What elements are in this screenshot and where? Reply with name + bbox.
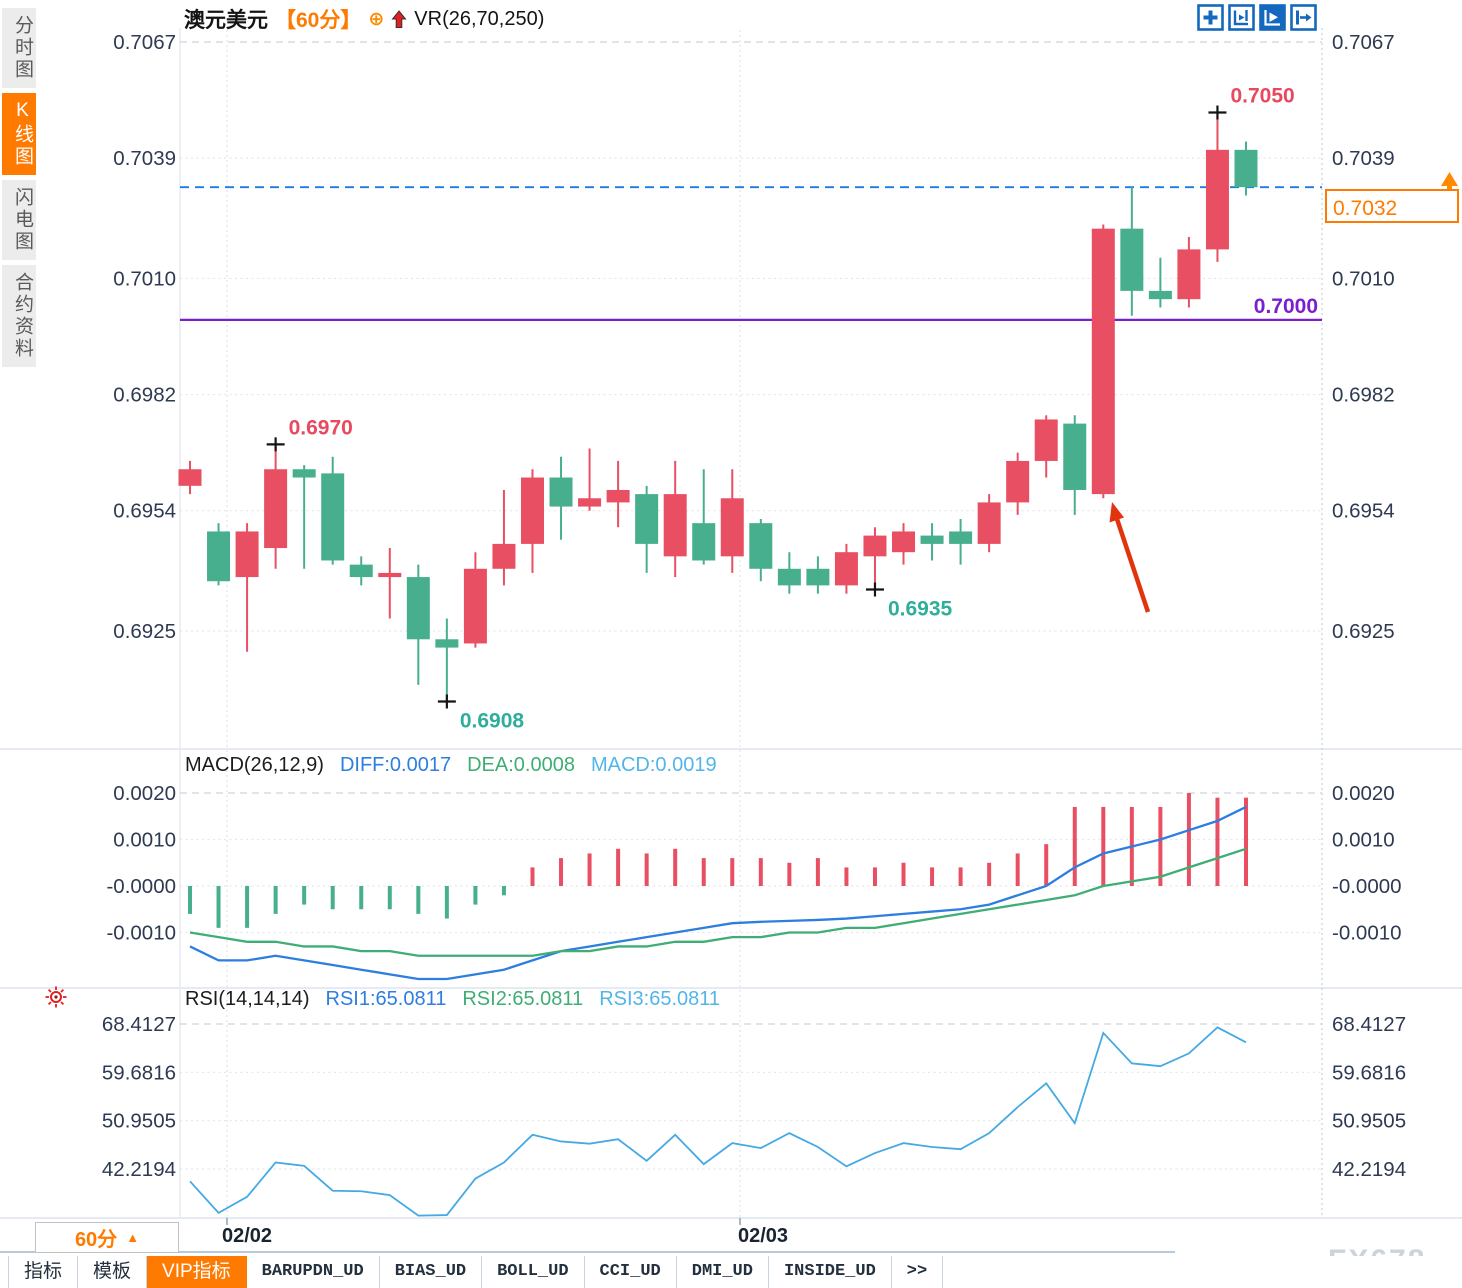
indicator-tab-3[interactable]: BARUPDN_UD bbox=[247, 1256, 380, 1288]
svg-text:-0.0010: -0.0010 bbox=[106, 922, 176, 945]
rsi3-readout: RSI3:65.0811 bbox=[599, 988, 721, 1010]
indicator-tab-7[interactable]: DMI_UD bbox=[677, 1256, 769, 1288]
svg-text:0.7000: 0.7000 bbox=[1254, 295, 1318, 318]
auto-scale-icon[interactable] bbox=[1259, 4, 1286, 31]
swing-annotations: 0.6970 0.6908 0.6935 0.7050 bbox=[266, 83, 1297, 735]
triangle-up-icon: ▲ bbox=[126, 1230, 140, 1245]
indicator-settings-icon[interactable] bbox=[44, 985, 68, 1009]
svg-text:68.4127: 68.4127 bbox=[1332, 1013, 1406, 1036]
macd-pane bbox=[188, 793, 1248, 981]
macd-dea-readout: DEA:0.0008 bbox=[467, 754, 575, 776]
svg-text:02/02: 02/02 bbox=[222, 1225, 272, 1247]
panel-separators bbox=[0, 28, 1462, 1253]
macd-macd-readout: MACD:0.0019 bbox=[590, 754, 717, 776]
macd-title: MACD(26,12,9) bbox=[185, 754, 324, 776]
bottom-tabbar: 指标 模板 VIP指标 BARUPDN_UD BIAS_UD BOLL_UD CCI_UD D… bbox=[0, 1256, 1462, 1288]
svg-text:42.2194: 42.2194 bbox=[1332, 1158, 1406, 1181]
svg-text:0.0010: 0.0010 bbox=[1332, 829, 1395, 852]
chart-canvas[interactable]: 0.7067 0.7067 0.7039 0.7039 0.7010 0.7010 0.69… bbox=[0, 0, 1462, 1256]
svg-text:0.7039: 0.7039 bbox=[1332, 147, 1395, 170]
macd-header: MACD(26,12,9) DIFF:0.0017 DEA:0.0008 MAC… bbox=[185, 754, 717, 777]
rsi2-readout: RSI2:65.0811 bbox=[462, 988, 584, 1010]
svg-text:-0.0000: -0.0000 bbox=[106, 875, 176, 898]
svg-text:0.6935: 0.6935 bbox=[888, 598, 953, 621]
timeframe-label: 60分 bbox=[74, 1229, 118, 1251]
sidebar-tab-1[interactable]: K线图 bbox=[2, 93, 36, 175]
svg-text:0.6970: 0.6970 bbox=[289, 416, 353, 439]
axis-labels: 0.7067 0.7067 0.7039 0.7039 0.7010 0.7010 0.69… bbox=[102, 31, 1406, 1181]
macd-diff-readout: DIFF:0.0017 bbox=[339, 754, 452, 776]
sidebar: 分时图 K线图闪电图合约资料 bbox=[2, 8, 36, 367]
rsi-header: RSI(14,14,14) RSI1:65.0811 RSI2:65.0811 … bbox=[185, 988, 720, 1011]
candles bbox=[178, 112, 1258, 702]
goto-latest-icon[interactable] bbox=[1290, 4, 1317, 31]
up-arrow-icon bbox=[391, 9, 407, 28]
svg-text:42.2194: 42.2194 bbox=[102, 1158, 176, 1181]
svg-text:0.0020: 0.0020 bbox=[113, 782, 176, 805]
indicator-tab-4[interactable]: BIAS_UD bbox=[380, 1256, 483, 1288]
indicator-tab-8[interactable]: INSIDE_UD bbox=[769, 1256, 892, 1288]
chart-header: 澳元美元 【60分】 ⊕ VR(26,70,250) bbox=[184, 4, 544, 34]
circle-plus-icon[interactable]: ⊕ bbox=[368, 8, 385, 30]
annotation-arrow bbox=[1109, 502, 1151, 613]
fit-scale-icon[interactable] bbox=[1228, 4, 1255, 31]
svg-text:68.4127: 68.4127 bbox=[102, 1013, 176, 1036]
sidebar-tab-3[interactable]: 合约资料 bbox=[2, 265, 36, 367]
symbol-title: 澳元美元 bbox=[184, 9, 268, 32]
support-line: 0.7000 bbox=[180, 295, 1322, 322]
svg-text:-0.0000: -0.0000 bbox=[1332, 875, 1402, 898]
indicator-tab-6[interactable]: CCI_UD bbox=[585, 1256, 677, 1288]
timeframe-selector[interactable]: 60分 ▲ bbox=[35, 1222, 179, 1253]
svg-text:02/03: 02/03 bbox=[738, 1225, 788, 1247]
svg-text:0.6954: 0.6954 bbox=[1332, 500, 1395, 523]
timeline-labels: 02/02 02/03 bbox=[222, 1225, 788, 1247]
current-price-tag: 0.7032 bbox=[1325, 172, 1459, 223]
svg-text:0.0010: 0.0010 bbox=[113, 829, 176, 852]
chart-toolbar bbox=[1197, 4, 1317, 31]
svg-text:0.6982: 0.6982 bbox=[113, 384, 176, 407]
indicator-tab-1[interactable]: 模板 bbox=[78, 1256, 148, 1288]
svg-text:0.7010: 0.7010 bbox=[1332, 267, 1395, 290]
indicator-tab-2[interactable]: VIP指标 bbox=[147, 1256, 247, 1288]
sidebar-tab-0[interactable]: 分时图 bbox=[2, 8, 36, 88]
svg-text:0.6954: 0.6954 bbox=[113, 500, 176, 523]
vertical-gridlines bbox=[226, 30, 741, 1225]
indicator-tab-0[interactable]: 指标 bbox=[8, 1256, 79, 1288]
svg-text:0.7050: 0.7050 bbox=[1230, 85, 1294, 108]
svg-text:0.7039: 0.7039 bbox=[113, 147, 176, 170]
svg-text:0.0020: 0.0020 bbox=[1332, 782, 1395, 805]
svg-text:50.9505: 50.9505 bbox=[1332, 1110, 1406, 1133]
svg-text:0.7032: 0.7032 bbox=[1333, 197, 1397, 220]
svg-text:0.7067: 0.7067 bbox=[113, 31, 176, 54]
svg-text:-0.0010: -0.0010 bbox=[1332, 922, 1402, 945]
svg-text:0.7010: 0.7010 bbox=[113, 267, 176, 290]
svg-text:0.6982: 0.6982 bbox=[1332, 384, 1395, 407]
sidebar-tab-2[interactable]: 闪电图 bbox=[2, 180, 36, 260]
svg-text:59.6816: 59.6816 bbox=[1332, 1061, 1406, 1084]
svg-text:0.6908: 0.6908 bbox=[460, 710, 525, 733]
rsi-title: RSI(14,14,14) bbox=[185, 988, 310, 1010]
rsi-pane bbox=[189, 1026, 1247, 1217]
indicator-tab-9[interactable]: >> bbox=[892, 1256, 944, 1288]
svg-text:50.9505: 50.9505 bbox=[102, 1110, 176, 1133]
svg-text:59.6816: 59.6816 bbox=[102, 1061, 176, 1084]
svg-text:0.6925: 0.6925 bbox=[1332, 620, 1395, 643]
period-label[interactable]: 【60分】 bbox=[275, 9, 362, 32]
indicator-title: VR(26,70,250) bbox=[414, 7, 545, 30]
svg-text:0.6925: 0.6925 bbox=[113, 620, 176, 643]
rsi1-readout: RSI1:65.0811 bbox=[325, 988, 447, 1010]
move-icon[interactable] bbox=[1197, 4, 1224, 31]
svg-text:0.7067: 0.7067 bbox=[1332, 31, 1395, 54]
indicator-tab-5[interactable]: BOLL_UD bbox=[482, 1256, 585, 1288]
